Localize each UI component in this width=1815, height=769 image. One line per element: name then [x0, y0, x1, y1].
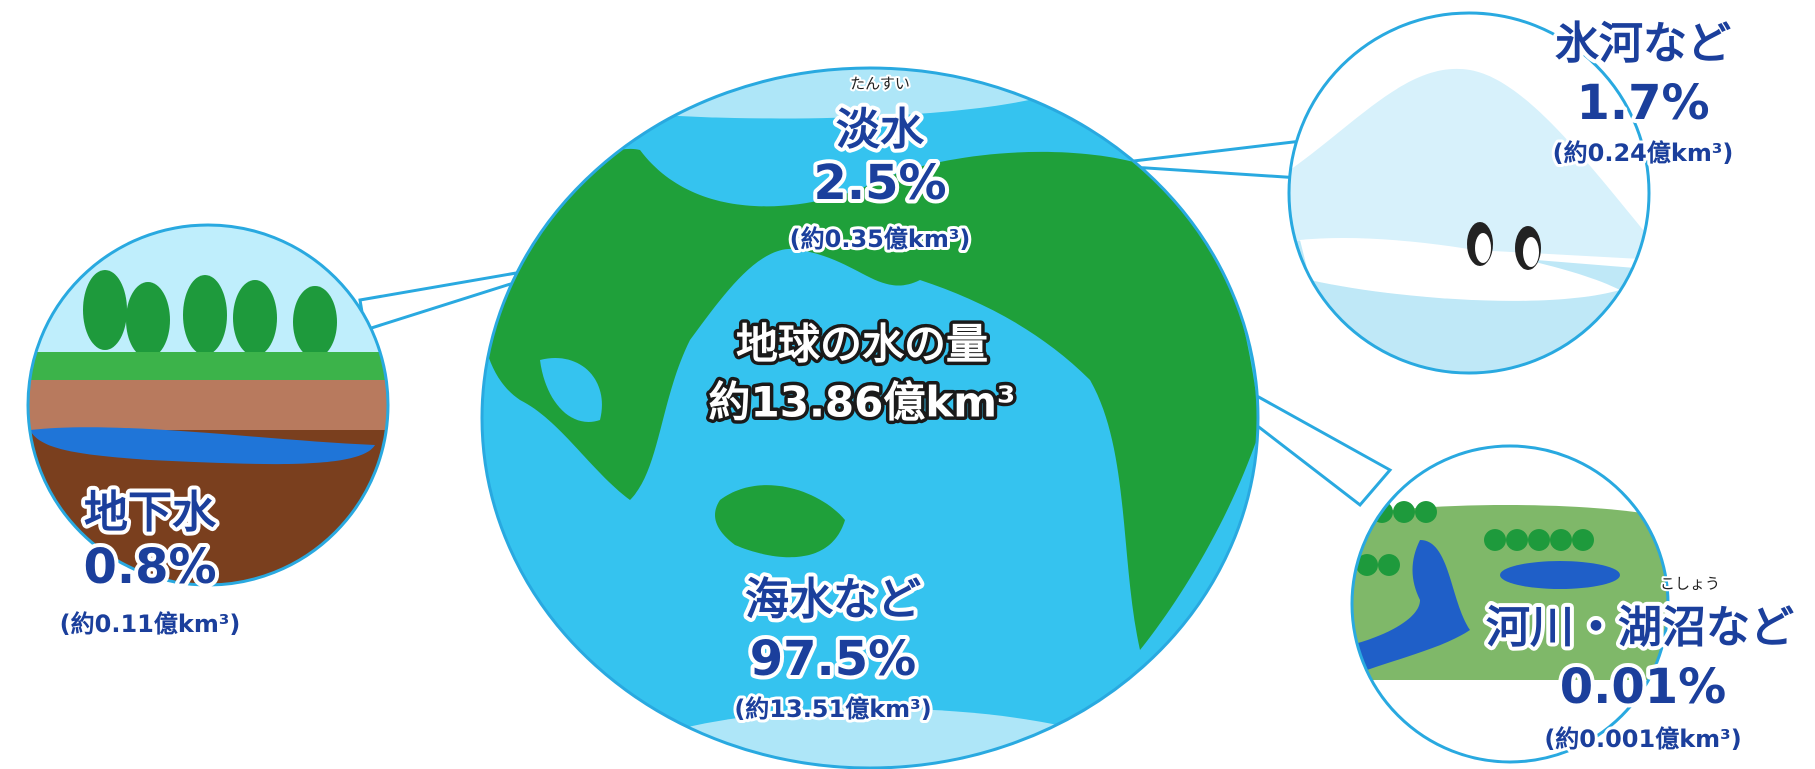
- percent: 97.5%: [750, 631, 917, 687]
- label: 淡水: [836, 104, 925, 155]
- circle-outline: [1350, 444, 1670, 764]
- label: 地下水: [84, 487, 217, 538]
- river-scene: [1352, 446, 1668, 762]
- volume: (約0.11億km³): [60, 610, 241, 638]
- label: 海水など: [745, 574, 921, 625]
- percent: 0.8%: [83, 539, 216, 595]
- circle-outline: [1287, 11, 1651, 375]
- center-volume: 約13.86億km³: [709, 378, 1016, 427]
- circle-outline: [26, 223, 390, 587]
- percent: 1.7%: [1576, 75, 1709, 131]
- volume: (約13.51億km³): [734, 695, 931, 723]
- percent: 0.01%: [1560, 659, 1727, 715]
- volume: (約0.24億km³): [1553, 139, 1734, 167]
- label: 河川・湖沼など: [1486, 602, 1794, 653]
- groundwater-scene: [28, 225, 388, 585]
- center-title: 地球の水の量: [736, 320, 988, 369]
- ruby: たんすい: [850, 75, 910, 93]
- volume: (約0.35億km³): [790, 225, 971, 253]
- volume: (約0.001億km³): [1544, 725, 1741, 753]
- ruby: こしょう: [1660, 575, 1720, 593]
- label: 氷河など: [1555, 18, 1731, 69]
- globe-outline: [480, 66, 1260, 769]
- percent: 2.5%: [813, 155, 946, 211]
